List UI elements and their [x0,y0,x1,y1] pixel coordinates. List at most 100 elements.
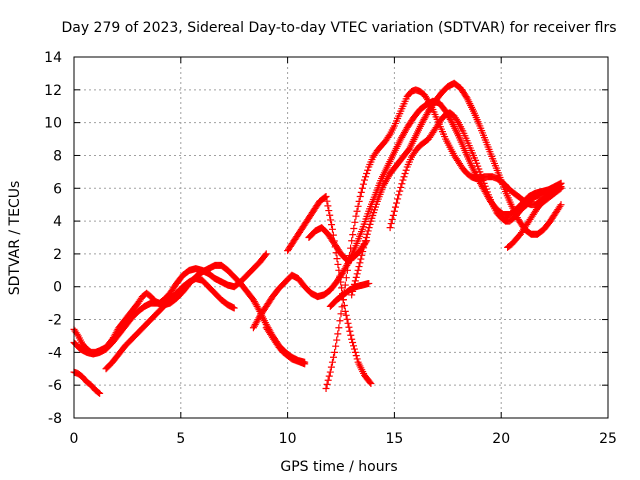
x-tick-label: 25 [599,431,617,447]
data-point [395,191,403,199]
data-point [389,211,397,219]
data-point [342,311,350,319]
data-point [401,170,409,178]
x-tick-label: 0 [70,431,79,447]
data-point [345,323,353,331]
y-tick-label: 8 [53,148,62,164]
data-point [453,117,461,125]
data-point [557,201,565,209]
data-point [355,197,363,205]
data-point [394,195,402,203]
data-point [362,238,370,246]
data-point [326,368,334,376]
data-point [95,389,103,397]
data-point [335,266,343,274]
data-point [337,278,345,286]
data-point [556,185,564,193]
data-point [341,307,349,315]
axis-ticks: 0 5 10 15 20 25 -8 -6 -4 -2 0 2 4 6 8 10 12 14 [44,50,617,447]
data-point [391,203,399,211]
data-point [261,251,269,259]
data-point [349,339,357,347]
data-point [321,193,329,201]
data-series [348,79,565,299]
grid-lines [74,57,608,418]
data-point [331,348,339,356]
data-point [397,183,405,191]
y-tick-label: -4 [48,345,62,361]
data-point [325,207,333,215]
data-series [305,224,371,264]
data-series [70,368,104,397]
data-point [353,270,361,278]
data-point [324,376,332,384]
data-point [350,342,358,350]
data-point [351,218,359,226]
data-point [387,220,395,228]
data-point [338,284,346,292]
data-point [366,378,374,386]
data-point [96,389,104,397]
data-point [322,192,330,200]
data-point [337,310,345,318]
data-point [388,215,396,223]
data-marks [70,79,565,397]
data-point [362,173,370,181]
data-point [336,317,344,325]
data-point [351,277,359,285]
y-tick-label: 6 [53,181,62,197]
data-point [348,237,356,245]
y-tick-label: -2 [48,313,62,329]
data-point [348,291,356,299]
data-series [70,261,309,366]
data-point [365,224,373,232]
data-point [358,184,366,192]
data-point [338,303,346,311]
chart-title: Day 279 of 2023, Sidereal Day-to-day VTE… [61,20,616,36]
data-point [386,224,394,232]
data-point [357,188,365,196]
data-point [326,211,334,219]
data-point [327,363,335,371]
data-point [350,224,358,232]
data-point [262,250,270,258]
data-point [365,279,373,287]
data-point [230,304,238,312]
data-point [402,166,410,174]
data-point [335,324,343,332]
data-point [367,380,375,388]
y-tick-label: 0 [53,280,62,296]
data-point [330,353,338,361]
data-point [364,166,372,174]
data-point [327,216,335,224]
data-point [357,255,365,263]
data-point [332,342,340,350]
data-point [353,355,361,363]
x-tick-label: 15 [385,431,403,447]
data-point [322,384,330,392]
data-point [360,176,368,184]
data-point [347,331,355,339]
data-point [350,345,358,353]
y-tick-label: -8 [48,411,62,427]
y-tick-label: 2 [53,247,62,263]
data-point [399,176,407,184]
data-point [354,266,362,274]
data-point [363,230,371,238]
y-tick-label: 10 [44,116,62,132]
data-point [336,272,344,280]
data-point [333,255,341,263]
x-tick-label: 5 [176,431,185,447]
data-point [424,96,432,104]
data-point [364,227,372,235]
data-point [341,281,349,289]
data-point [356,259,364,267]
data-point [349,231,357,239]
data-series [386,109,565,232]
data-series [102,275,238,373]
data-point [352,273,360,281]
data-point [342,274,350,282]
x-axis-label: GPS time / hours [280,459,397,475]
data-point [328,358,336,366]
data-point [344,319,352,327]
